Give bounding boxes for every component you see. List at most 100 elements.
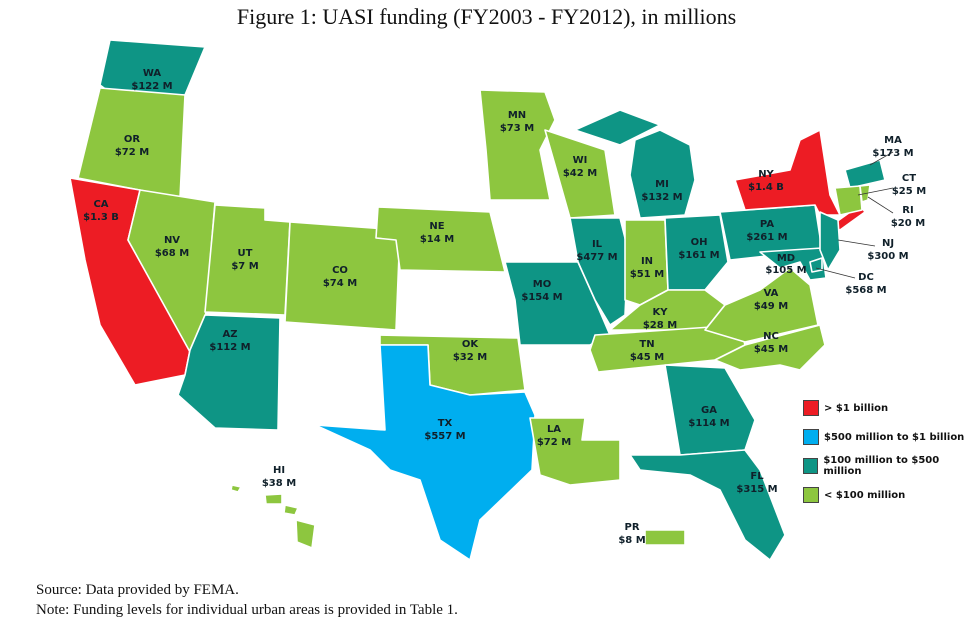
label-tn-amount: $45 M [630, 352, 664, 363]
legend-swatch-blue [803, 429, 819, 445]
label-tn-abbr: TN [639, 339, 654, 350]
state-nc [714, 324, 826, 371]
label-ri-amount: $20 M [891, 218, 925, 229]
label-ma-amount: $173 M [872, 148, 913, 159]
state-hi-2 [264, 493, 283, 505]
state-nh [839, 109, 859, 153]
state-mn [479, 89, 556, 201]
label-wa-abbr: WA [143, 68, 162, 79]
state-va [704, 267, 819, 343]
label-nv-amount: $68 M [155, 248, 189, 259]
state-oh [664, 214, 729, 291]
state-hi-1 [230, 484, 242, 493]
label-oh-abbr: OH [691, 237, 708, 248]
label-va-amount: $49 M [754, 301, 788, 312]
legend-label: > $1 billion [824, 402, 889, 414]
label-az-abbr: AZ [223, 329, 238, 340]
label-ny-amount: $1.4 B [748, 182, 784, 193]
label-md-amount: $105 M [765, 265, 806, 276]
label-ky-abbr: KY [653, 307, 669, 318]
funded-states [69, 39, 886, 561]
leader-lines [815, 151, 894, 279]
label-in-amount: $51 M [630, 269, 664, 280]
label-mn-amount: $73 M [500, 123, 534, 134]
state-ny [734, 129, 841, 216]
label-ca-abbr: CA [93, 199, 108, 210]
label-va-abbr: VA [764, 288, 779, 299]
label-ut-amount: $7 M [231, 261, 258, 272]
state-la [529, 417, 621, 486]
label-pr-abbr: PR [624, 522, 639, 533]
label-nc-abbr: NC [763, 331, 779, 342]
label-wi-amount: $42 M [563, 168, 597, 179]
legend-label: < $100 million [824, 489, 906, 501]
label-or-amount: $72 M [115, 147, 149, 158]
label-mn-abbr: MN [508, 110, 526, 121]
legend-item: > $1 billion [803, 400, 973, 416]
label-tx-amount: $557 M [424, 431, 465, 442]
label-co-amount: $74 M [323, 278, 357, 289]
funding-note: Note: Funding levels for individual urba… [36, 602, 458, 618]
legend-item: $500 million to $1 billion [803, 429, 973, 445]
state-ks [389, 269, 516, 336]
label-dc-amount: $568 M [845, 285, 886, 296]
state-az [177, 314, 281, 431]
label-ct-abbr: CT [902, 173, 916, 184]
label-nj-amount: $300 M [867, 251, 908, 262]
legend-label: $500 million to $1 billion [824, 431, 965, 443]
label-ne-abbr: NE [429, 221, 444, 232]
state-ne [375, 206, 506, 273]
label-ri-abbr: RI [902, 205, 913, 216]
state-ma [844, 159, 886, 189]
legend-item: $100 million to $500 million [803, 455, 973, 477]
state-hi-4 [295, 519, 316, 549]
label-la-amount: $72 M [537, 437, 571, 448]
label-il-abbr: IL [592, 239, 603, 250]
label-hi-amount: $38 M [262, 478, 296, 489]
figure-notes: Source: Data provided by FEMA. Note: Fun… [36, 580, 458, 620]
source-note: Source: Data provided by FEMA. [36, 582, 239, 598]
label-mo-abbr: MO [533, 279, 551, 290]
label-hi-abbr: HI [273, 465, 285, 476]
label-ma-abbr: MA [884, 135, 902, 146]
label-dc-abbr: DC [858, 272, 874, 283]
label-ny-abbr: NY [758, 169, 774, 180]
label-md-abbr: MD [777, 253, 795, 264]
legend-swatch-green [803, 487, 819, 503]
state-wy [264, 142, 381, 223]
state-nm [274, 329, 386, 431]
label-pr-amount: $8 M [618, 535, 645, 546]
label-nj-abbr: NJ [882, 238, 894, 249]
label-ne-amount: $14 M [420, 234, 454, 245]
state-ia [489, 199, 579, 263]
label-la-abbr: LA [547, 424, 561, 435]
state-labels: WA $122 M OR $72 M CA $1.3 B NV $68 M UT… [83, 68, 926, 546]
label-or-abbr: OR [124, 134, 141, 145]
state-sd [379, 149, 491, 213]
legend-label: $100 million to $500 million [823, 455, 940, 477]
state-wi [544, 129, 616, 219]
state-nd [382, 74, 485, 151]
label-mi-amount: $132 M [641, 192, 682, 203]
state-mi-up [574, 109, 661, 146]
label-fl-abbr: FL [750, 471, 764, 482]
legend-swatch-teal [803, 458, 819, 474]
label-pa-amount: $261 M [746, 232, 787, 243]
label-nv-abbr: NV [164, 235, 180, 246]
legend-item: < $100 million [803, 487, 973, 503]
label-wa-amount: $122 M [131, 81, 172, 92]
state-ct [834, 185, 863, 216]
legend-swatch-red [803, 400, 819, 416]
state-pr [644, 529, 686, 546]
state-mi [629, 129, 696, 219]
label-ut-abbr: UT [238, 248, 253, 259]
label-mo-amount: $154 M [521, 292, 562, 303]
state-ak [69, 429, 216, 551]
label-oh-amount: $161 M [678, 250, 719, 261]
state-nj [819, 211, 841, 271]
state-ga [664, 364, 756, 456]
legend: > $1 billion $500 million to $1 billion … [803, 400, 973, 516]
label-ga-amount: $114 M [688, 418, 729, 429]
label-wi-abbr: WI [573, 155, 588, 166]
